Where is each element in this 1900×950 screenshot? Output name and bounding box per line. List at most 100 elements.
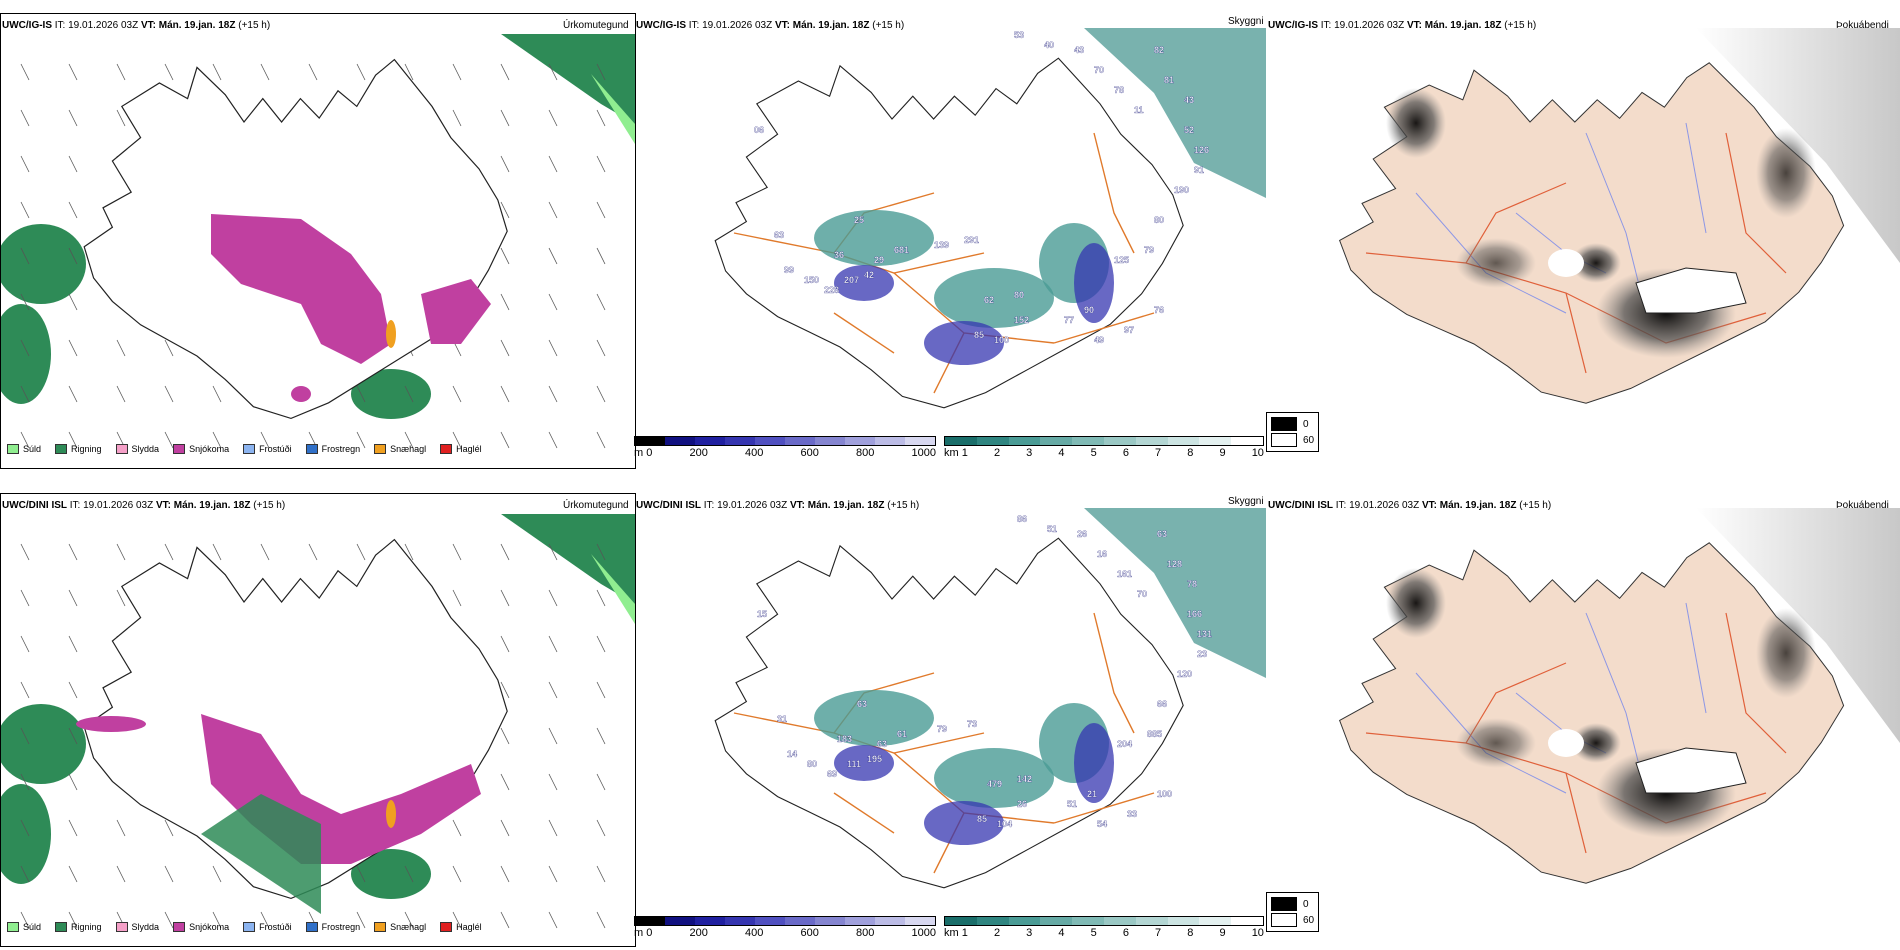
wind-barb <box>356 911 366 929</box>
wind-barb <box>68 635 78 653</box>
cloud-base-value: 207 <box>844 275 859 285</box>
cloud-base-colorbar-top: m 0 200 400 600 800 1000 <box>634 436 936 459</box>
wind-barb <box>164 63 174 81</box>
legend-swatch <box>55 922 68 932</box>
wind-barb <box>596 339 606 357</box>
model-label: UWC/DINI ISL <box>636 500 701 511</box>
colorbar-tick: 600 <box>800 927 819 939</box>
snow-area <box>211 214 391 364</box>
legend-swatch <box>440 922 453 932</box>
cloud-base-value: 195 <box>867 754 882 764</box>
snow-area <box>421 279 491 344</box>
cloud-base-area <box>1074 723 1114 803</box>
rain-area <box>1 304 51 404</box>
wind-barb <box>452 109 462 127</box>
vt-label: VT: <box>140 20 156 31</box>
colorbar-cell <box>1135 917 1168 925</box>
wind-barb <box>260 543 270 561</box>
wind-barb <box>404 865 414 883</box>
wind-barb <box>452 385 462 403</box>
lead-time: (+15 h) <box>253 500 286 511</box>
cloud-base-value: 53 <box>1014 30 1024 40</box>
cloud-base-value: 80 <box>807 759 817 769</box>
colorbar-unit: m 0 <box>634 927 653 939</box>
lead-time: (+15 h) <box>238 20 271 31</box>
cloud-base-value: 76 <box>1154 305 1164 315</box>
wind-barb <box>596 589 606 607</box>
precip-legend-top: Súld Rigning Slydda Snjókoma Frostúði Frostre… <box>7 444 482 454</box>
colorbar-cell <box>845 437 875 445</box>
colorbar-tick: 5 <box>1090 927 1097 939</box>
cloud-base-value: 100 <box>1157 789 1172 799</box>
vt-label: VT: <box>774 20 790 31</box>
cloud-base-value: 26 <box>1077 529 1087 539</box>
wind-barb <box>116 109 126 127</box>
cloud-base-value: 190 <box>1174 185 1189 195</box>
wind-barb <box>20 727 30 745</box>
legend-label: Súld <box>23 444 42 454</box>
cloud-base-value: 204 <box>1117 739 1132 749</box>
colorbar-cell <box>976 437 1009 445</box>
fog-map-bottom <box>1338 508 1900 884</box>
colorbar-unit: km 1 <box>944 447 968 459</box>
road-line <box>1053 792 1155 824</box>
precip-panel-bottom: Súld Rigning Slydda Snjókoma Frostúði Frostre… <box>0 493 636 947</box>
cloud-base-value: 63 <box>857 699 867 709</box>
wind-barb <box>68 201 78 219</box>
precip-legend-item: Súld <box>7 922 41 932</box>
legend-label: 60 <box>1303 914 1315 926</box>
wind-barb <box>212 865 222 883</box>
wind-barb <box>452 865 462 883</box>
legend-swatch <box>55 444 68 454</box>
cloud-base-value: 78 <box>1114 85 1124 95</box>
vt-label: VT: <box>1406 20 1422 31</box>
colorbar-cell <box>785 917 815 925</box>
wind-barb <box>500 385 510 403</box>
wind-barb <box>596 201 606 219</box>
precip-legend-item: Frostúði <box>243 922 292 932</box>
legend-swatch <box>7 922 19 932</box>
wind-barb <box>500 727 510 745</box>
wind-barb <box>212 385 222 403</box>
colorbar-strip <box>634 916 936 926</box>
cloud-base-value: 161 <box>1117 569 1132 579</box>
colorbar-tick: 8 <box>1187 447 1194 459</box>
legend-label: Snæhagl <box>390 922 427 932</box>
wind-barb <box>500 201 510 219</box>
precip-legend-item: Rigning <box>55 444 102 454</box>
drizzle-area <box>591 554 635 624</box>
wind-barb <box>68 109 78 127</box>
wind-barb <box>500 431 510 449</box>
wind-barb <box>452 819 462 837</box>
colorbar-cell <box>1008 917 1041 925</box>
colorbar-tick: 1000 <box>911 447 936 459</box>
wind-barb <box>308 63 318 81</box>
wind-barb <box>116 339 126 357</box>
colorbar-cell <box>1103 917 1136 925</box>
cloud-base-value: 43 <box>1184 95 1194 105</box>
wind-barb <box>164 819 174 837</box>
colorbar-cell <box>1040 437 1073 445</box>
fog-legend-bottom: 0 60 <box>1266 892 1320 932</box>
wind-barb <box>404 63 414 81</box>
cloud-base-value: 73 <box>967 719 977 729</box>
wind-barb <box>68 773 78 791</box>
colorbar-cell <box>945 917 977 925</box>
legend-swatch <box>115 444 128 454</box>
cloud-base-value: 479 <box>987 779 1002 789</box>
road-line <box>1093 612 1135 734</box>
cloud-base-value: 21 <box>1087 789 1097 799</box>
it-label: IT: <box>69 500 81 511</box>
wind-barb <box>596 385 606 403</box>
colorbar-cell <box>695 917 725 925</box>
colorbar-cell <box>976 917 1009 925</box>
cloud-base-value: 54 <box>1097 819 1107 829</box>
model-label: UWC/IG-IS <box>636 20 686 31</box>
vt-value: Mán. 19.jan. 18Z <box>1439 500 1517 511</box>
wind-barb <box>164 385 174 403</box>
cloud-base-value: 63 <box>877 739 887 749</box>
fog-area <box>1571 243 1621 283</box>
legend-swatch <box>243 444 256 454</box>
legend-label: Frostúði <box>259 922 292 932</box>
colorbar-tick: 6 <box>1122 447 1129 459</box>
